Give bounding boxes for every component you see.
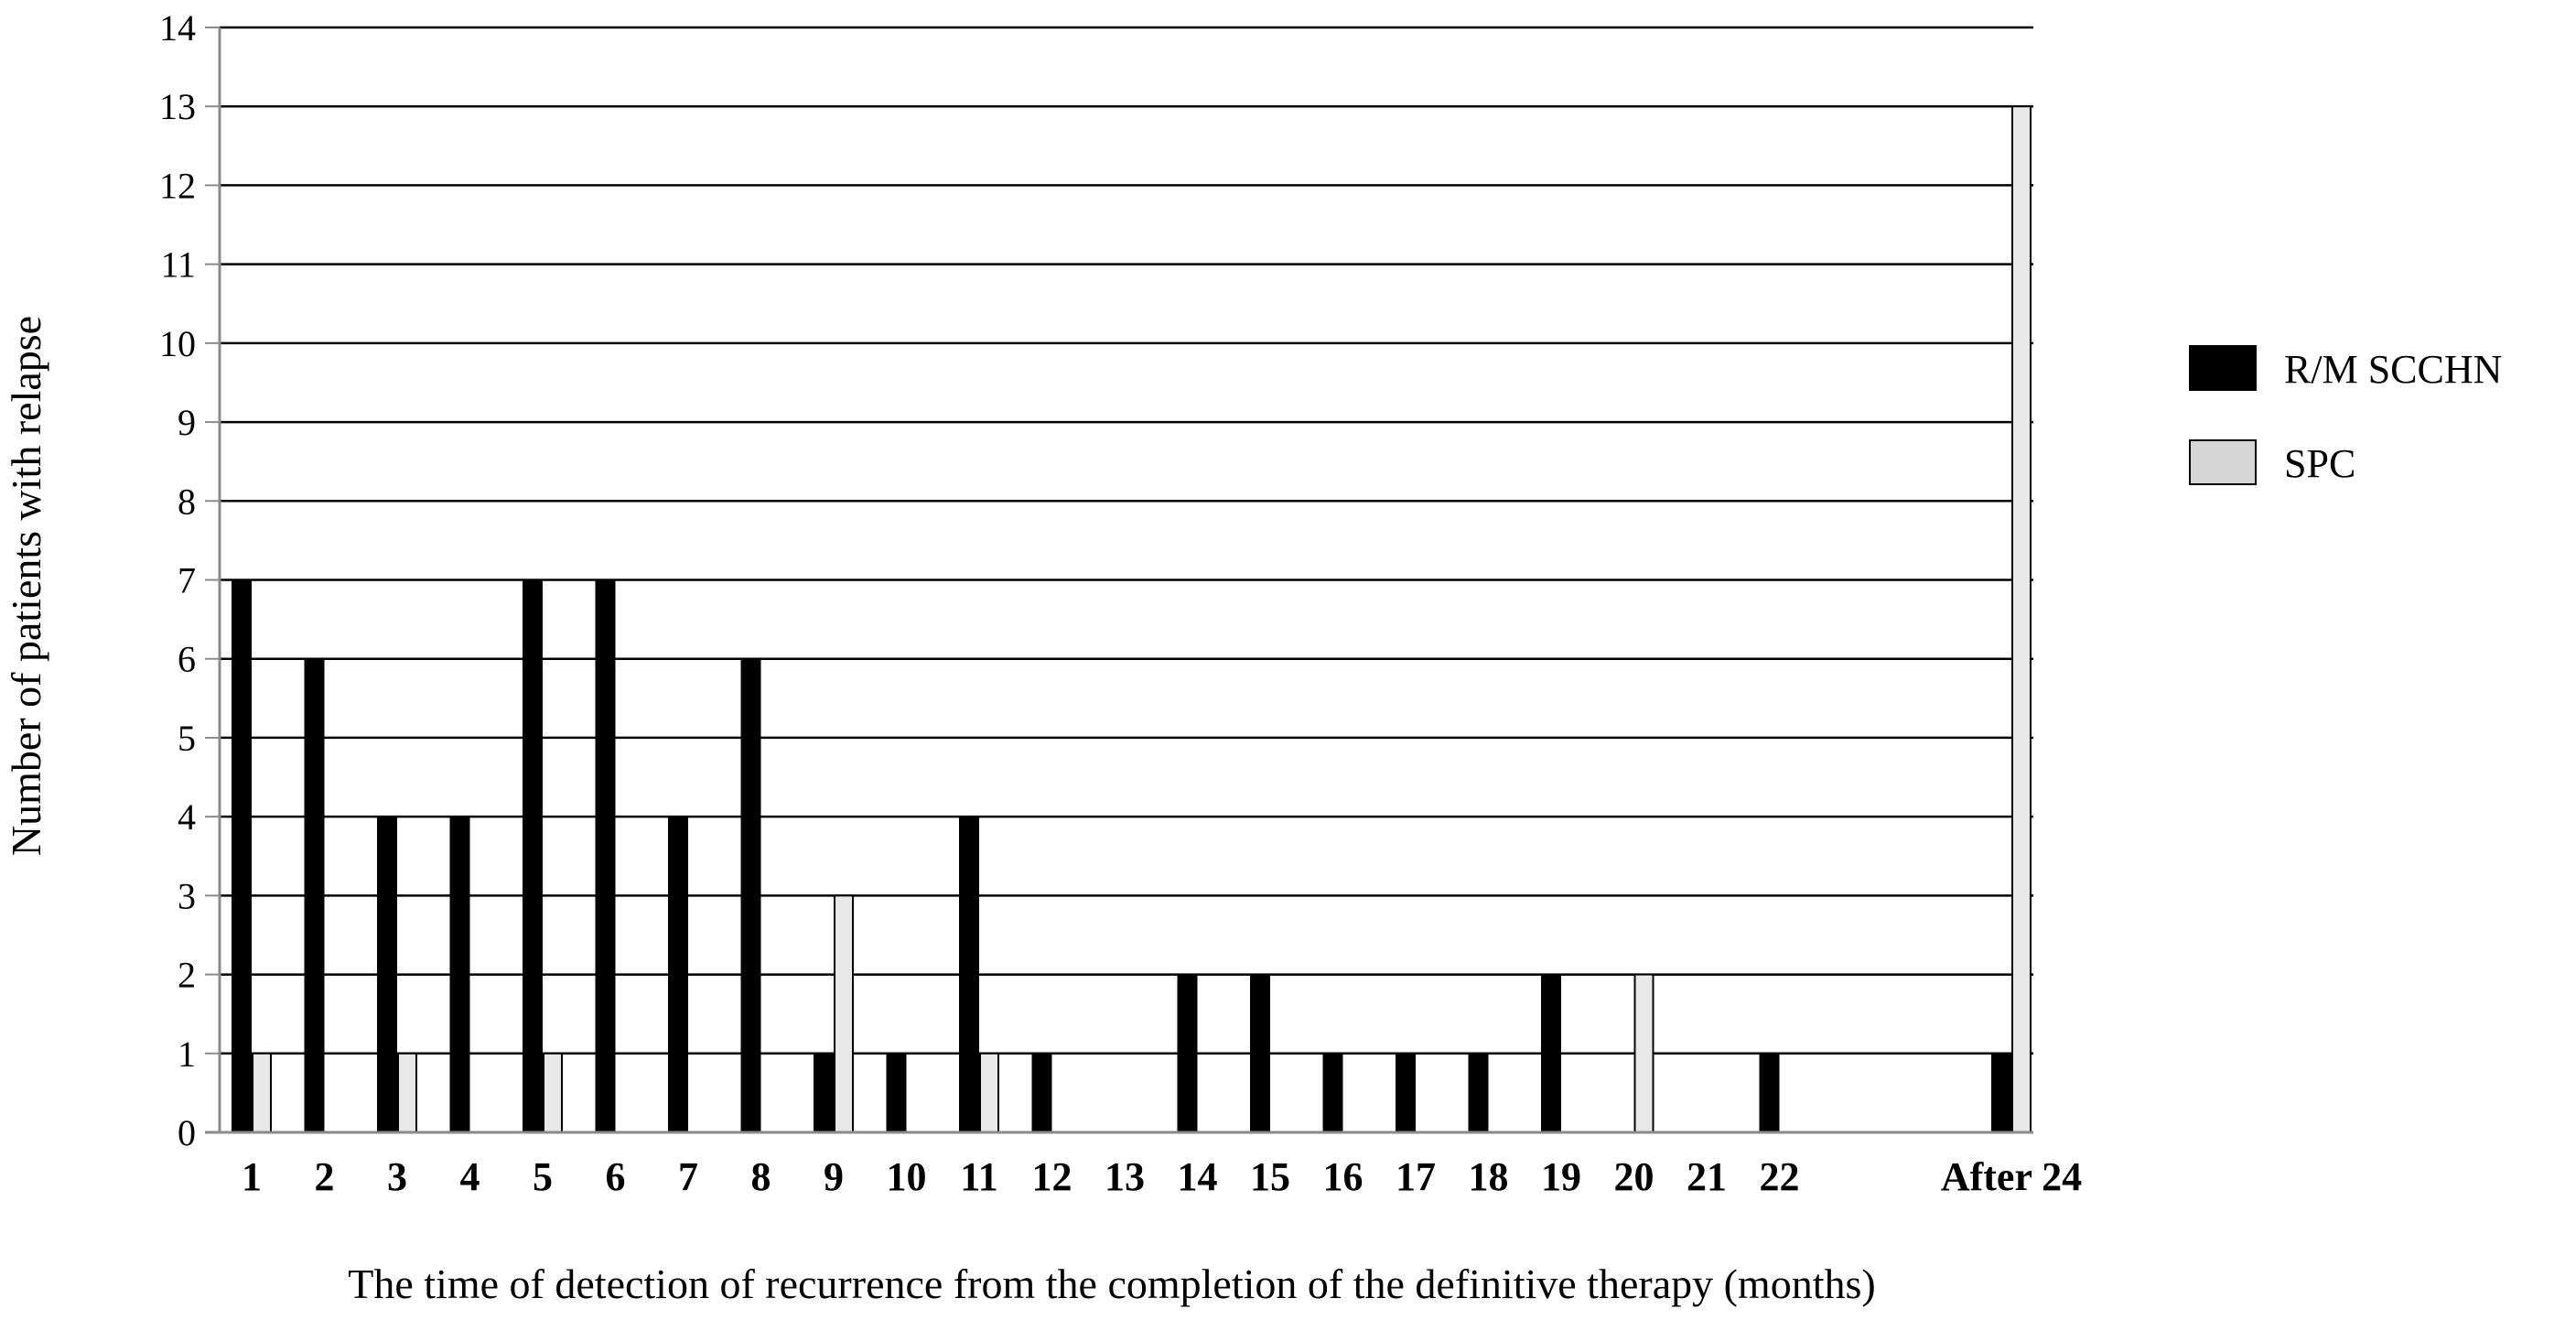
x-tick-labels: 1 2 3 4 5 6 7 8 9 10 11 12 13 14 15 16 17 18 19 20 21 22 After… bbox=[242, 1154, 2082, 1199]
bar-spc-1 bbox=[252, 1052, 272, 1134]
x-tick-label-7: 7 bbox=[678, 1154, 698, 1199]
legend-swatch-rm-scchn bbox=[2189, 345, 2257, 391]
y-tick-label-12: 12 bbox=[159, 165, 196, 206]
bar-rm-scchn-10 bbox=[886, 1052, 907, 1134]
x-axis-title: The time of detection of recurrence from… bbox=[348, 1260, 1875, 1307]
bar-rm-scchn-7 bbox=[668, 816, 688, 1134]
y-tick-label-3: 3 bbox=[178, 875, 196, 916]
bar-rm-scchn-11 bbox=[959, 816, 979, 1134]
y-tick-label-6: 6 bbox=[178, 639, 196, 680]
bars bbox=[232, 105, 2032, 1134]
bar-rm-scchn-9 bbox=[814, 1052, 834, 1134]
y-tick-label-8: 8 bbox=[178, 481, 196, 522]
bar-rm-scchn-12 bbox=[1031, 1052, 1052, 1134]
x-tick-label-12: 12 bbox=[1032, 1154, 1072, 1199]
legend: R/M SCCHN SPC bbox=[2189, 345, 2502, 486]
x-tick-label-4: 4 bbox=[460, 1154, 480, 1199]
x-tick-label-6: 6 bbox=[606, 1154, 626, 1199]
x-tick-label-18: 18 bbox=[1469, 1154, 1509, 1199]
y-tick-label-9: 9 bbox=[178, 402, 196, 443]
x-tick-label-10: 10 bbox=[887, 1154, 927, 1199]
x-tick-label-5: 5 bbox=[533, 1154, 553, 1199]
x-tick-label-13: 13 bbox=[1105, 1154, 1145, 1199]
bar-rm-scchn-17 bbox=[1396, 1052, 1416, 1134]
bar-rm-scchn-3 bbox=[377, 816, 397, 1134]
x-tick-label-11: 11 bbox=[960, 1154, 998, 1199]
y-tick-label-13: 13 bbox=[159, 86, 196, 127]
bar-rm-scchn-18 bbox=[1468, 1052, 1489, 1134]
x-tick-label-1: 1 bbox=[242, 1154, 262, 1199]
gridlines bbox=[205, 26, 2033, 1133]
x-tick-label-20: 20 bbox=[1614, 1154, 1654, 1199]
x-tick-label-14: 14 bbox=[1178, 1154, 1218, 1199]
bar-rm-scchn-6 bbox=[595, 579, 616, 1133]
bar-rm-scchn-4 bbox=[449, 816, 470, 1134]
bar-rm-scchn-22 bbox=[1759, 1052, 1780, 1134]
y-tick-label-11: 11 bbox=[160, 244, 196, 286]
x-tick-label-21: 21 bbox=[1687, 1154, 1727, 1199]
x-tick-label-16: 16 bbox=[1323, 1154, 1363, 1199]
bar-spc-after-24 bbox=[2011, 105, 2032, 1134]
x-tick-label-after-24: After 24 bbox=[1941, 1154, 2082, 1199]
x-tick-label-15: 15 bbox=[1250, 1154, 1290, 1199]
bar-rm-scchn-19 bbox=[1541, 973, 1561, 1133]
bar-spc-3 bbox=[397, 1052, 417, 1134]
x-tick-label-8: 8 bbox=[751, 1154, 771, 1199]
bar-rm-scchn-1 bbox=[232, 579, 252, 1133]
y-tick-label-0: 0 bbox=[178, 1112, 196, 1153]
bar-spc-9 bbox=[834, 894, 854, 1133]
bar-spc-11 bbox=[979, 1052, 999, 1134]
legend-label-rm-scchn: R/M SCCHN bbox=[2284, 347, 2502, 392]
x-tick-label-22: 22 bbox=[1760, 1154, 1800, 1199]
legend-label-spc: SPC bbox=[2284, 441, 2355, 486]
bar-rm-scchn-2 bbox=[304, 657, 325, 1133]
legend-swatch-spc bbox=[2189, 439, 2257, 485]
y-tick-label-14: 14 bbox=[159, 7, 196, 49]
y-tick-label-7: 7 bbox=[178, 560, 196, 601]
bar-rm-scchn-14 bbox=[1177, 973, 1198, 1133]
y-tick-label-1: 1 bbox=[178, 1033, 196, 1075]
x-tick-label-17: 17 bbox=[1396, 1154, 1436, 1199]
y-tick-label-2: 2 bbox=[178, 955, 196, 996]
x-tick-label-3: 3 bbox=[387, 1154, 407, 1199]
bar-rm-scchn-15 bbox=[1250, 973, 1270, 1133]
bar-rm-scchn-5 bbox=[523, 579, 543, 1133]
axes bbox=[205, 27, 2033, 1134]
bar-rm-scchn-after-24 bbox=[1991, 1052, 2011, 1134]
y-tick-label-5: 5 bbox=[178, 718, 196, 759]
bar-rm-scchn-16 bbox=[1322, 1052, 1343, 1134]
bar-spc-5 bbox=[543, 1052, 563, 1134]
y-tick-label-4: 4 bbox=[178, 796, 196, 838]
x-tick-label-19: 19 bbox=[1541, 1154, 1581, 1199]
bar-spc-20 bbox=[1633, 973, 1654, 1133]
x-tick-label-9: 9 bbox=[824, 1154, 844, 1199]
y-axis-title: Number of patients with relapse bbox=[3, 316, 49, 856]
x-tick-label-2: 2 bbox=[315, 1154, 335, 1199]
y-tick-label-10: 10 bbox=[159, 323, 196, 364]
bar-rm-scchn-8 bbox=[740, 657, 761, 1133]
